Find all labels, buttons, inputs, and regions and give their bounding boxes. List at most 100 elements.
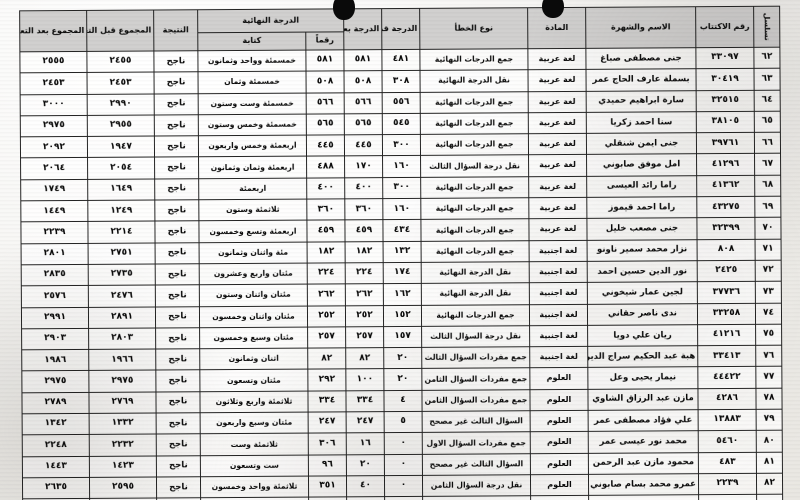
cell-sum-before: ٢٧٦٩ (88, 391, 157, 414)
cell-final-written: خمسمئة وواحد وثمانون (197, 50, 307, 73)
cell-subject: لغة اجنبية (529, 282, 588, 305)
cell-final-numeric: ٥٦٦ (306, 92, 345, 114)
cell-final-numeric: ٨٢ (307, 348, 346, 370)
cell-error-type: نقل الدرجة النهائية (421, 261, 530, 284)
cell-name: بسملة عارف الحاج عمر (585, 68, 697, 91)
cell-sum-after: ٣٠٠٠ (20, 94, 88, 116)
cell-final-numeric: ٤٤٥ (306, 135, 345, 157)
cell-grade-after: ٢٤٧ (346, 411, 385, 434)
cell-grade-after: ٤٥٩ (344, 219, 384, 242)
cell-subject: لغة عربية (528, 176, 587, 198)
cell-sum-after: ٢٨٠١ (21, 243, 89, 265)
cell-registration-number: ٣٣٠٩٧ (695, 47, 754, 69)
cell-sequence: ٧٤ (755, 302, 782, 325)
cell-sum-after: ٢٢٣٩ (20, 221, 89, 244)
cell-final-numeric: ٥٨١ (305, 49, 345, 72)
cell-final-written: مئتان وتسعون (199, 369, 308, 392)
cell-grade-after: ٢٥٧ (345, 326, 384, 349)
cell-sum-after: ٢٠٦٤ (20, 157, 88, 180)
cell-error-type: نقل درجة السؤال الثامن (422, 474, 531, 497)
cell-registration-number: ٣٧٤١ (698, 494, 757, 500)
cell-grade-after: ٢٥٢ (345, 305, 384, 327)
punch-hole-mark-right (542, 0, 564, 18)
cell-subject: لغة عربية (528, 218, 588, 241)
cell-sum-before: ٢٤٧٦ (88, 285, 156, 307)
cell-subject: العلوم (529, 367, 588, 390)
cell-sum-after: ٢٩٩١ (21, 306, 89, 329)
cell-grade-after: ١٠٠ (345, 369, 384, 391)
cell-final-numeric: ٣٥١ (308, 475, 347, 498)
cell-sum-after: ١٣٤٢ (22, 413, 90, 436)
cell-grade-before: ٥٤٥ (382, 113, 421, 135)
cell-sum-before: ٢٩٥٥ (87, 114, 155, 137)
cell-sequence: ٧٢ (755, 260, 782, 282)
cell-sum-before: ٢٢٣٢ (89, 434, 157, 457)
cell-result: ناجح (155, 306, 200, 328)
cell-sum-before: ٢٩٧٥ (88, 370, 156, 393)
cell-subject: لغة عربية (527, 69, 587, 92)
cell-grade-before: ٠ (384, 475, 423, 497)
cell-grade-before: ٣٠٠ (382, 134, 421, 157)
cell-error-type: جمع مفردات السؤال الثامن (421, 368, 530, 391)
cell-final-numeric: ٤٥٩ (306, 220, 346, 242)
header-name: الاسم والشهرة (585, 6, 696, 49)
cell-name: نيمار يحيى وعل (587, 367, 698, 390)
cell-sum-after: ٢٩٧٥ (21, 370, 89, 393)
cell-grade-before: ١٦٠ (382, 155, 421, 178)
cell-name: ندى ناصر حقاني (587, 303, 698, 326)
cell-grade-before: ٠ (384, 454, 423, 476)
cell-sum-after: ١٧٤٩ (20, 179, 88, 201)
cell-sum-after: ٢٢٤٨ (22, 434, 90, 457)
cell-sum-before: ١٩٤٧ (87, 136, 155, 158)
cell-final-written: مئتان وسبع وخمسون (199, 326, 308, 349)
cell-result: ناجح (156, 455, 201, 477)
cell-name: محمود مازن عبد الرحمن (588, 452, 699, 475)
cell-error-type: جمع مفردات السؤال الثامن (421, 389, 531, 412)
header-seq: تسلسل (753, 6, 780, 48)
cell-result: ناجح (155, 370, 200, 392)
cell-sum-after: ٢٥٧٦ (21, 285, 89, 308)
cell-final-numeric: ٢٦٢ (307, 284, 346, 306)
cell-sequence: ٦٧ (754, 153, 781, 176)
cell-final-numeric: ١٨٢ (307, 241, 346, 264)
cell-final-written: ست وتسعون (200, 454, 309, 477)
results-table-wrapper: تسلسل رقم الاكتتاب الاسم والشهرة المادة … (19, 5, 784, 500)
cell-sequence: ٦٥ (754, 111, 781, 133)
cell-name: هبة عبد الحكيم سراج الدين (587, 345, 698, 368)
cell-sum-before: ١٢٤٩ (87, 200, 155, 222)
cell-final-written: ثلاثمئة وواحد وخمسون (200, 476, 309, 498)
exam-results-table: تسلسل رقم الاكتتاب الاسم والشهرة المادة … (19, 5, 784, 500)
cell-registration-number: ٤٢٨٦ (697, 388, 757, 410)
cell-subject: لغة اجنبية (529, 303, 588, 326)
cell-sum-before: ٢٠٥٤ (87, 157, 155, 180)
cell-registration-number: ٤١٣٦٢ (696, 175, 755, 197)
cell-result: ناجح (154, 199, 199, 222)
cell-result: ناجح (155, 242, 200, 264)
cell-result: ناجح (154, 178, 199, 201)
cell-final-numeric: ٤٠٠ (306, 177, 345, 200)
cell-grade-after: ٥٦٦ (344, 92, 383, 114)
cell-name: سنا احمد زكريا (586, 111, 697, 134)
cell-sequence: ٧٠ (754, 217, 782, 240)
cell-sum-after: ١٤٤٩ (20, 200, 88, 223)
cell-grade-after: ٨٢ (345, 347, 384, 370)
cell-final-written: خمسمئة وست وستون (198, 92, 307, 115)
cell-result: ناجح (155, 391, 201, 414)
cell-error-type: جمع الدرجات النهائية (421, 304, 530, 327)
cell-error-type: نقل مفردات السؤال الثامن (422, 495, 531, 500)
cell-registration-number: ٣٣٤١٣ (697, 345, 756, 368)
cell-name: نزار محمد سمير ناونو (587, 239, 698, 262)
cell-sequence: ٧٦ (755, 345, 782, 367)
cell-name: راما رائد العيسى (586, 175, 697, 198)
cell-grade-before: ٤٣٤ (382, 219, 422, 242)
cell-sum-before: ٢٨٩١ (88, 306, 156, 329)
cell-grade-before: ١٦٢ (383, 283, 422, 306)
cell-registration-number: ٣٧٧٣٦ (697, 281, 756, 304)
cell-registration-number: ٤٣٢٧٥ (696, 196, 755, 219)
cell-subject: العلوم (530, 410, 589, 433)
cell-final-written: ثلاثمئة وست (200, 433, 309, 456)
cell-grade-before: ١٥٧ (383, 326, 422, 348)
cell-sequence: ٧٩ (756, 409, 783, 431)
cell-sum-after: ٢٥٥٥ (19, 51, 87, 74)
